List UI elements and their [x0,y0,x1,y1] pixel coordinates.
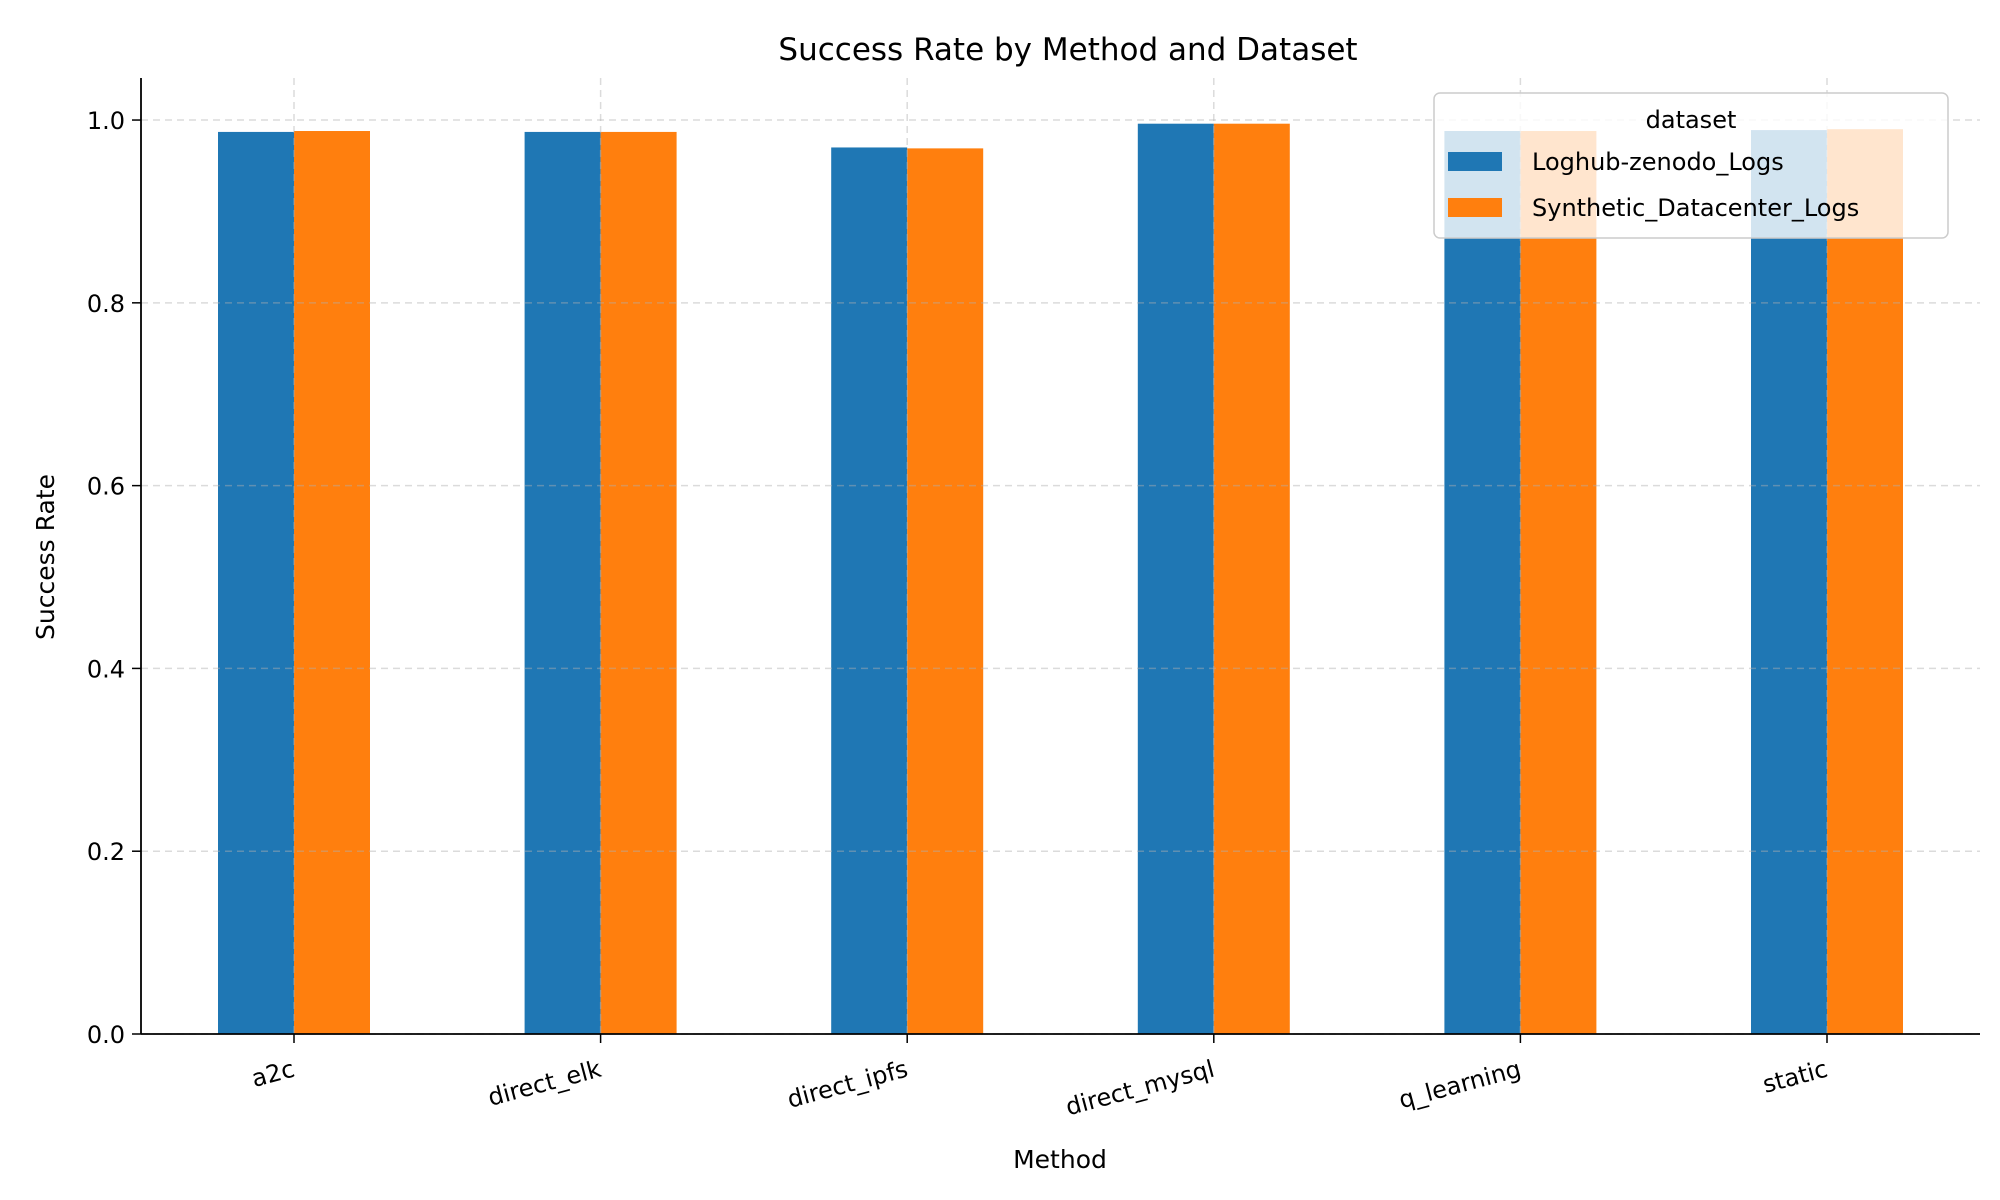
chart-title: Success Rate by Method and Dataset [778,32,1357,68]
bars-layer [141,78,1980,1035]
bar-loghub-a2c [218,131,294,1034]
bar-loghub-direct_elk [524,131,601,1034]
y-tick-label-2: 0.4 [87,655,125,683]
legend-label-synthetic: Synthetic_Datacenter_Logs [1532,194,1859,222]
axes-layer [140,78,1980,1035]
bar-synthetic-q_learning [1520,131,1597,1034]
y-tick-label-1: 0.2 [87,838,125,866]
y-tick-label-4: 0.8 [87,290,125,318]
bar-synthetic-static [1827,129,1903,1034]
bar-loghub-direct_mysql [1137,123,1214,1035]
bar-loghub-static [1751,130,1827,1035]
legend-title: dataset [1646,106,1737,134]
bar-loghub-direct_ipfs [831,147,908,1034]
bar-synthetic-direct_mysql [1213,123,1290,1035]
legend: dataset Loghub-zenodo_Logs Synthetic_Dat… [1433,92,1949,239]
legend-swatch-loghub [1448,152,1502,171]
bar-synthetic-direct_ipfs [907,148,984,1034]
legend-swatch-synthetic [1448,198,1502,217]
y-tick-label-3: 0.6 [87,473,125,501]
legend-box [1433,92,1949,239]
y-tick-label-5: 1.0 [87,107,125,135]
y-axis-label: Success Rate [31,474,60,640]
bar-synthetic-a2c [294,131,370,1034]
bar-loghub-q_learning [1444,131,1521,1034]
y-tick-label-0: 0.0 [87,1021,125,1049]
legend-label-loghub: Loghub-zenodo_Logs [1532,148,1784,176]
bar-synthetic-direct_elk [600,131,677,1034]
x-axis-label: Method [1013,1145,1107,1174]
